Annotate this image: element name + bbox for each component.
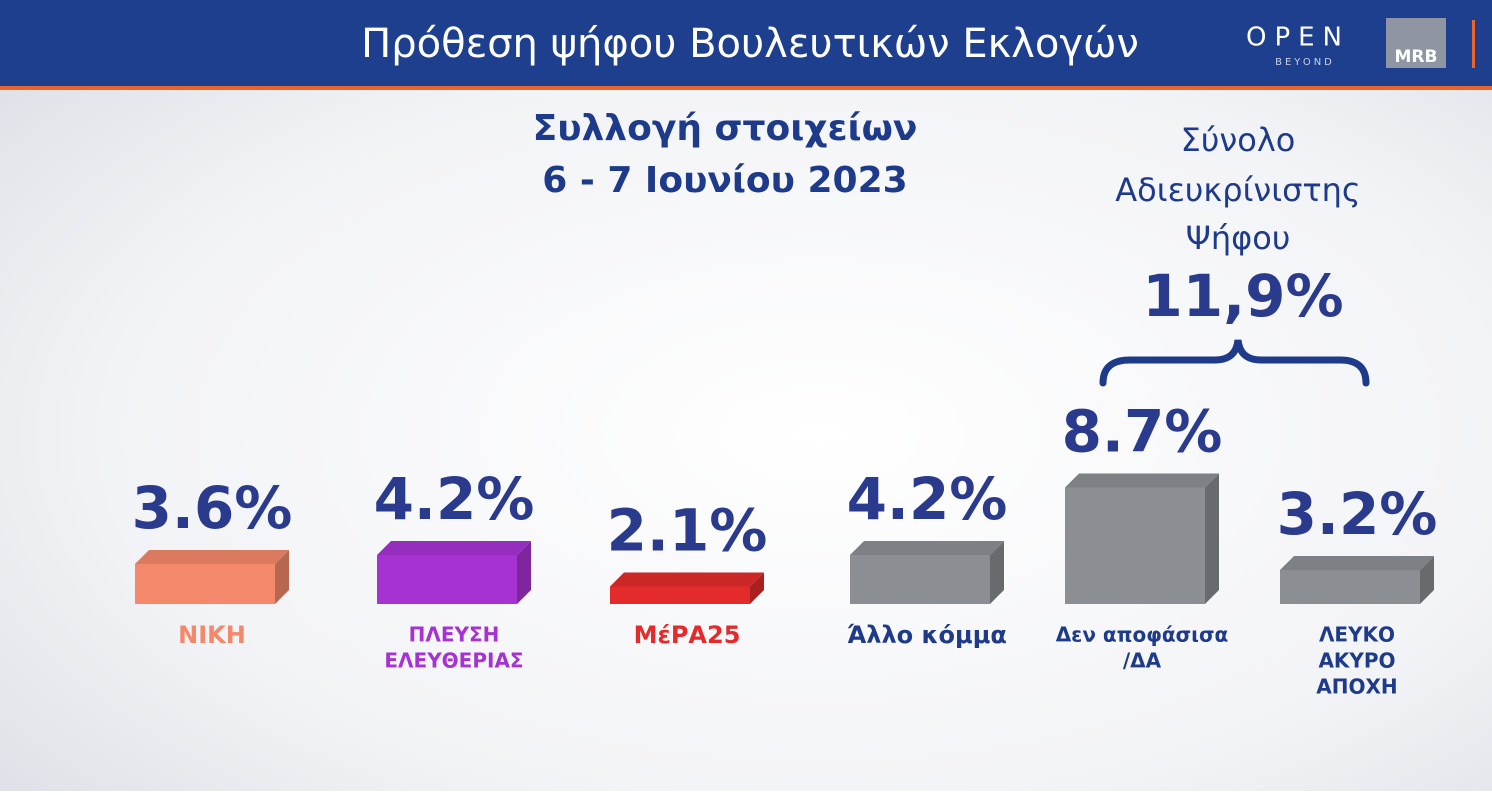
pollster-badge <box>1386 18 1446 68</box>
value-label: 3.2% <box>1277 480 1438 548</box>
bar-top <box>1065 473 1219 488</box>
category-label: ΜέΡΑ25 <box>634 621 741 649</box>
bar <box>1280 570 1420 604</box>
subtitle: Συλλογή στοιχείων <box>533 108 918 149</box>
bar <box>1065 487 1205 604</box>
category-label: ΑΚΥΡΟ <box>1318 649 1395 673</box>
category-label: ΠΛΕΥΣΗ <box>409 623 500 647</box>
annotation-text: Σύνολο <box>1181 121 1296 159</box>
header-bar <box>0 0 1492 86</box>
category-label: ΛΕΥΚΟ <box>1319 623 1395 647</box>
header-stripe <box>0 86 1492 90</box>
pollster-logo: MRB <box>1395 47 1438 67</box>
category-label: Δεν αποφάσισα <box>1056 623 1229 647</box>
category-label: Άλλο κόμμα <box>847 621 1007 649</box>
value-label: 4.2% <box>847 465 1008 533</box>
bar <box>135 564 275 604</box>
bar-top <box>135 550 289 564</box>
bar-side <box>1205 473 1219 604</box>
bar-side <box>750 572 764 604</box>
bar-top <box>377 541 531 555</box>
category-label: ΝΙΚΗ <box>178 621 246 649</box>
annotation-text: Αδιευκρίνιστης <box>1115 171 1360 209</box>
subtitle: 6 - 7 Ιουνίου 2023 <box>542 160 907 201</box>
bar-top <box>850 541 1004 555</box>
annotation-brace <box>1099 339 1370 387</box>
bar-side <box>990 541 1004 604</box>
bar-top <box>610 572 764 587</box>
annotation-value: 11,9% <box>1142 262 1343 330</box>
chart-title: Πρόθεση ψήφου Βουλευτικών Εκλογών <box>361 21 1139 67</box>
value-label: 8.7% <box>1062 398 1223 466</box>
channel-tag: BEYOND <box>1275 57 1335 68</box>
channel-logo: OPEN <box>1246 23 1350 53</box>
header-divider <box>1472 20 1475 68</box>
bar-top <box>1280 556 1434 570</box>
bar <box>377 555 517 604</box>
bar <box>850 555 990 604</box>
category-label: ΑΠΟΧΗ <box>1316 675 1397 699</box>
category-label: ΕΛΕΥΘΕΡΙΑΣ <box>384 649 523 673</box>
value-label: 4.2% <box>374 465 535 533</box>
bar <box>610 586 750 604</box>
bar-side <box>275 550 289 604</box>
value-label: 2.1% <box>607 497 768 565</box>
bar-side <box>517 541 531 604</box>
category-label: /ΔΑ <box>1123 649 1162 673</box>
value-label: 3.6% <box>132 474 293 542</box>
bar-side <box>1420 556 1434 604</box>
annotation-text: Ψήφου <box>1186 219 1291 257</box>
